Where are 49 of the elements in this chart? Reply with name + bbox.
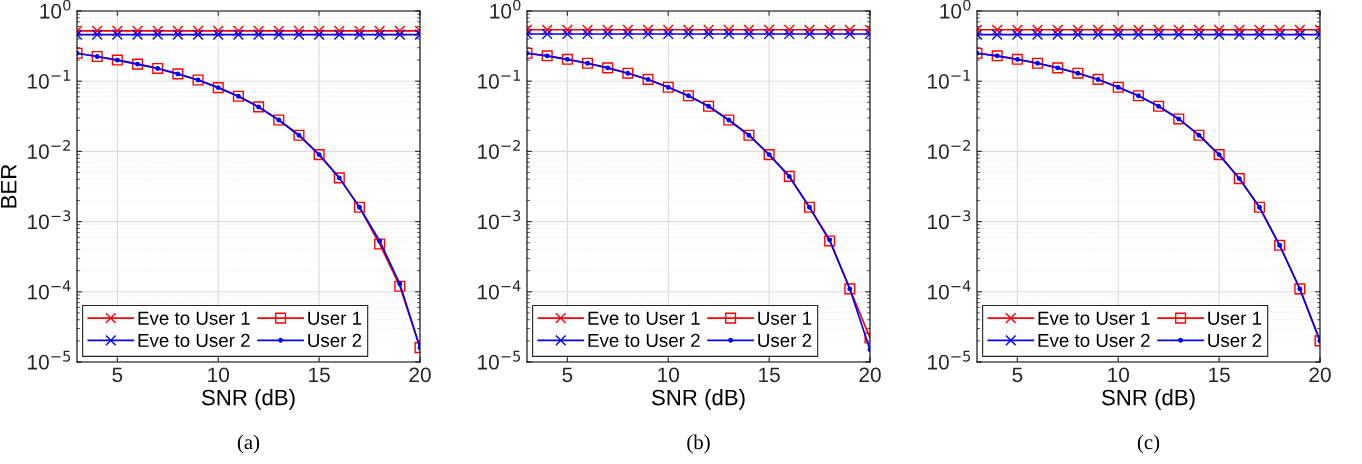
y-tick-label: 10$^{0}$ <box>940 0 971 19</box>
y-tick-label: 10$^{−4}$ <box>928 280 971 300</box>
y-tick-label: 10$^{−1}$ <box>28 70 71 89</box>
y-tick-label: 10$^{−3}$ <box>28 210 71 230</box>
x-axis-title: SNR (dB) <box>651 389 745 410</box>
y-tick-label: 10$^{−5}$ <box>28 350 71 370</box>
x-tick-label: 10 <box>658 367 680 383</box>
x-tick-label: 10 <box>1108 367 1130 383</box>
text: (a) <box>237 434 260 454</box>
legend-label: Eve to User 1 <box>588 311 700 325</box>
legend-label: User 2 <box>758 333 812 348</box>
legend-label: User 2 <box>308 333 362 348</box>
x-axis-title: SNR (dB) <box>201 389 295 410</box>
legend-label: Eve to User 2 <box>588 333 700 348</box>
x-tick-label: 5 <box>112 367 123 383</box>
y-tick-label: 10$^{−2}$ <box>28 139 70 159</box>
x-tick-label: 15 <box>309 367 330 383</box>
x-tick-label: 5 <box>562 367 573 383</box>
y-tick-label: 10$^{0}$ <box>40 0 71 19</box>
x-tick-label: 15 <box>1209 367 1230 383</box>
y-tick-label: 10$^{−3}$ <box>478 210 521 230</box>
y-tick-label: 10$^{−2}$ <box>928 139 970 159</box>
x-tick-label: 20 <box>409 367 431 383</box>
x-tick-label: 5 <box>1012 367 1023 383</box>
y-tick-label: 10$^{−2}$ <box>478 139 520 159</box>
x-tick-label: 15 <box>759 367 780 383</box>
legend-label: Eve to User 2 <box>138 333 250 348</box>
x-tick-label: 10 <box>208 367 230 383</box>
x-tick-label: 20 <box>859 367 881 383</box>
legend-label: Eve to User 1 <box>138 311 250 325</box>
y-tick-label: 10$^{−1}$ <box>928 70 971 89</box>
x-tick-label: 20 <box>1309 367 1331 383</box>
legend-label: User 1 <box>758 311 812 325</box>
legend-label: User 2 <box>1208 333 1262 348</box>
legend-label: User 1 <box>1208 311 1262 325</box>
y-tick-label: 10$^{−3}$ <box>928 210 971 230</box>
y-tick-label: 10$^{−1}$ <box>478 70 521 89</box>
y-axis-title: BER <box>1 164 17 208</box>
y-tick-label: 10$^{−4}$ <box>478 280 521 300</box>
legend-label: Eve to User 1 <box>1038 311 1150 325</box>
y-tick-label: 10$^{−5}$ <box>478 350 521 370</box>
text: (c) <box>1137 434 1160 454</box>
y-tick-label: 10$^{−4}$ <box>28 280 71 300</box>
y-tick-label: 10$^{0}$ <box>490 0 521 19</box>
legend-label: User 1 <box>308 311 362 325</box>
legend-label: Eve to User 2 <box>1038 333 1150 348</box>
y-tick-label: 10$^{−5}$ <box>928 350 971 370</box>
text: (b) <box>687 434 710 454</box>
x-axis-title: SNR (dB) <box>1101 389 1195 410</box>
